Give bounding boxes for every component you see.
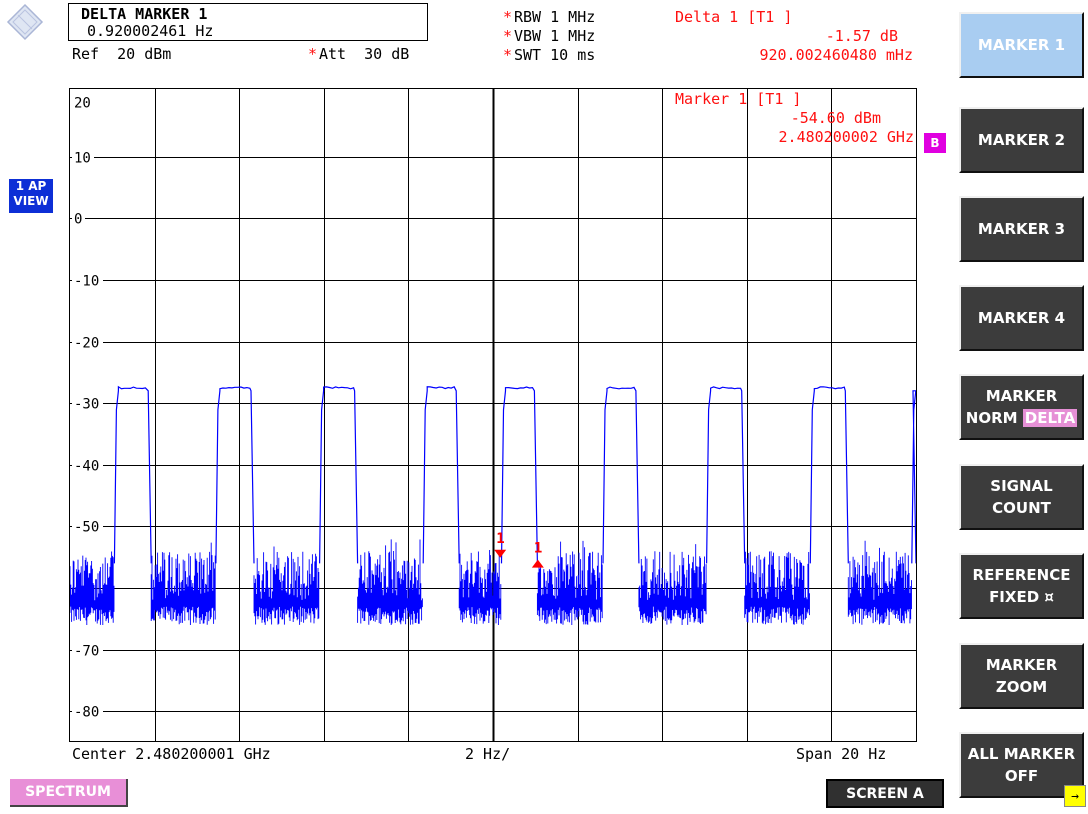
y-tick-label-bg: [72, 209, 85, 226]
trace-pulse: [113, 385, 152, 564]
softkey-label-line: MARKER: [985, 387, 1058, 405]
softkey-all-marker-off[interactable]: ALL MARKER OFF: [959, 732, 1084, 798]
softkey-label-line: NORM DELTA: [965, 407, 1078, 429]
y-tick-label: -30: [74, 397, 99, 413]
attenuation: Att 30 dB: [319, 45, 410, 63]
ap-view-line-1: 1 AP: [15, 179, 47, 193]
delta-marker-info-box: DELTA MARKER 1 0.920002461 Hz: [68, 3, 428, 41]
softkey-norm-label: NORM: [965, 409, 1023, 427]
vbw-star: *: [503, 27, 513, 45]
y-tick-label-bg: [72, 394, 103, 411]
softkey-marker-3[interactable]: MARKER 3: [959, 196, 1084, 262]
trace-1-ap-view-indicator: 1 AP VIEW: [9, 179, 53, 213]
marker-label: 1: [534, 541, 542, 557]
softkey-marker-norm-delta[interactable]: MARKER NORM DELTA: [959, 374, 1084, 440]
softkey-label-line: MARKER: [985, 656, 1058, 674]
rs-logo: [6, 3, 44, 41]
y-tick-label: -80: [74, 705, 99, 721]
y-tick-label-bg: [72, 271, 103, 288]
rbw-star: *: [503, 8, 513, 26]
y-tick-label: 10: [74, 151, 91, 167]
spectrum-plot-area[interactable]: 20 10 0 -10 -20 -30 -40 -50 -70 -80 1 1 Marker 1 [T…: [69, 88, 917, 742]
marker1-readout-level: -54.60 dBm: [790, 109, 881, 127]
softkey-signal-count[interactable]: SIGNAL COUNT: [959, 464, 1084, 530]
delta-readout-label: Delta 1 [T1 ]: [675, 8, 793, 26]
softkey-marker-zoom[interactable]: MARKER ZOOM: [959, 643, 1084, 709]
softkey-label-part: NORM DELTA: [965, 409, 1078, 427]
trace-pulse: [602, 386, 640, 564]
softkey-label-line: MARKER 2: [977, 131, 1066, 149]
softkey-label-line: ZOOM: [995, 678, 1048, 696]
y-tick-label-bg: [72, 641, 103, 658]
y-tick-label: 0: [74, 212, 82, 228]
y-tick-label-bg: [72, 456, 103, 473]
y-tick-label: -20: [74, 336, 99, 352]
trace-pulse: [215, 386, 255, 564]
trace-pulse: [809, 386, 849, 564]
softkey-marker-1[interactable]: MARKER 1: [959, 12, 1084, 78]
y-tick-label-bg: [72, 148, 94, 165]
center-frequency: Center 2.480200001 GHz: [72, 745, 271, 763]
softkey-marker-2[interactable]: MARKER 2: [959, 107, 1084, 173]
frequency-per-division: 2 Hz/: [465, 745, 511, 763]
span-setting: Span 20 Hz: [796, 745, 887, 763]
delta-marker-title: DELTA MARKER 1: [81, 5, 208, 23]
ap-view-line-2: VIEW: [13, 194, 49, 208]
att-star: *: [308, 45, 318, 63]
softkey-label-line: OFF: [1004, 767, 1039, 785]
softkey-label-line: MARKER 4: [977, 309, 1066, 327]
more-arrow-icon[interactable]: →: [1064, 785, 1086, 807]
trace-badge-b: B: [924, 133, 946, 153]
marker1-readout-freq: 2.480200002 GHz: [778, 128, 914, 146]
y-tick-label: -10: [74, 274, 99, 290]
trace-noise-band: [70, 539, 912, 625]
delta-readout-level: -1.57 dB: [825, 27, 898, 45]
trace-pulse: [911, 390, 916, 564]
spectrum-plot-svg: 20 10 0 -10 -20 -30 -40 -50 -70 -80 1 1: [70, 89, 916, 741]
y-tick-label-bg: [72, 702, 103, 719]
trace-pulse: [706, 386, 746, 564]
marker1-readout-label: Marker 1 [T1 ]: [675, 90, 802, 108]
delta-marker-value: 0.920002461 Hz: [87, 22, 214, 40]
delta-readout-freq: 920.002460480 mHz: [759, 46, 913, 64]
trace-pulse: [500, 386, 538, 564]
y-tick-label-bg: [72, 517, 103, 534]
rbw-setting: RBW 1 MHz: [514, 8, 596, 26]
trace-pulse: [422, 386, 460, 564]
softkey-delta-highlight: DELTA: [1022, 409, 1078, 427]
marker-label: 1: [496, 531, 504, 547]
softkey-label-line: REFERENCE: [972, 566, 1071, 584]
y-tick-label: 20: [74, 96, 91, 112]
softkey-marker-4[interactable]: MARKER 4: [959, 285, 1084, 351]
screen-a-button[interactable]: SCREEN A: [826, 779, 944, 808]
softkey-label-line: ALL MARKER: [967, 745, 1076, 763]
vbw-setting: VBW 1 MHz: [514, 27, 596, 45]
softkey-label-line: MARKER 1: [977, 36, 1066, 54]
y-tick-label: -50: [74, 520, 99, 536]
spectrum-mode-button[interactable]: SPECTRUM: [10, 779, 128, 807]
y-tick-label: -40: [74, 459, 99, 475]
ref-level: Ref 20 dBm: [72, 45, 172, 63]
delta-marker-triangle: [531, 559, 544, 568]
y-tick-label-bg: [72, 95, 94, 112]
softkey-label-line: SIGNAL: [990, 477, 1053, 495]
softkey-label-line: MARKER 3: [977, 220, 1066, 238]
swt-setting: SWT 10 ms: [514, 46, 596, 64]
softkey-label-line: COUNT: [992, 499, 1051, 517]
y-tick-label: -70: [74, 644, 99, 660]
y-tick-label-bg: [72, 333, 103, 350]
trace-pulse: [319, 386, 359, 564]
softkey-label-line: FIXED ¤: [989, 588, 1054, 606]
swt-star: *: [503, 46, 513, 64]
marker-1-triangle: [494, 549, 507, 558]
softkey-reference-fixed[interactable]: REFERENCE FIXED ¤: [959, 553, 1084, 619]
